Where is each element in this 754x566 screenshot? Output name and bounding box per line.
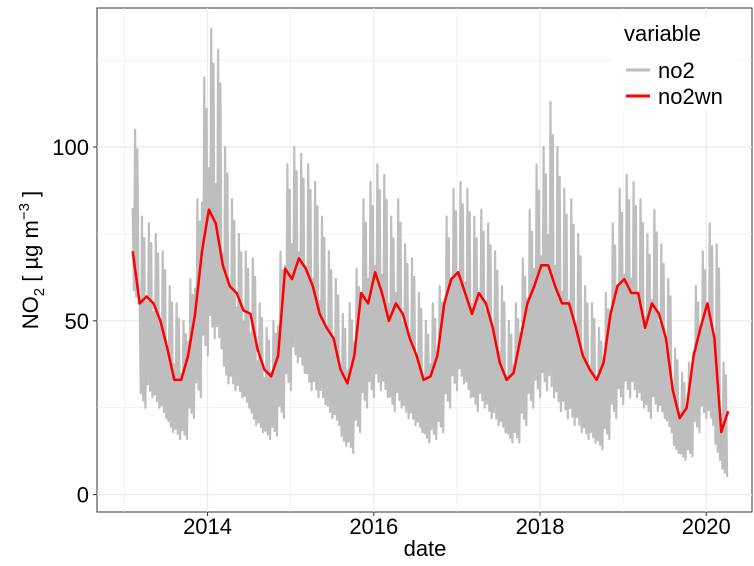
legend: variable no2 no2wn: [612, 18, 738, 110]
no2wn-line: [131, 208, 730, 434]
y-tick-label: 50: [65, 309, 89, 334]
series-no2: [131, 27, 729, 478]
x-tick-label: 2014: [183, 514, 232, 539]
y-tick-label: 0: [77, 483, 89, 508]
y-label-unit: [ µg m: [18, 220, 43, 288]
y-label-sub: 2: [31, 288, 48, 296]
axis-ticks: 0 50 100 2014 2016 2018 2020: [52, 135, 730, 539]
series-no2wn: [131, 208, 730, 434]
y-label-main: NO: [18, 296, 43, 329]
x-tick-label: 2018: [516, 514, 565, 539]
y-label-sup: −3: [16, 203, 33, 220]
svg-text:NO2 [ µg m−3 ]: NO2 [ µg m−3 ]: [16, 191, 48, 329]
legend-label-no2: no2: [658, 58, 695, 83]
legend-title: variable: [624, 21, 701, 46]
no2-line: [131, 27, 729, 478]
x-tick-label: 2016: [349, 514, 398, 539]
x-axis-label: date: [404, 536, 447, 561]
y-axis-label: NO2 [ µg m−3 ]: [16, 191, 48, 329]
y-tick-label: 100: [52, 135, 89, 160]
y-label-end: ]: [18, 191, 43, 203]
legend-label-no2wn: no2wn: [658, 84, 723, 109]
x-tick-label: 2020: [682, 514, 731, 539]
